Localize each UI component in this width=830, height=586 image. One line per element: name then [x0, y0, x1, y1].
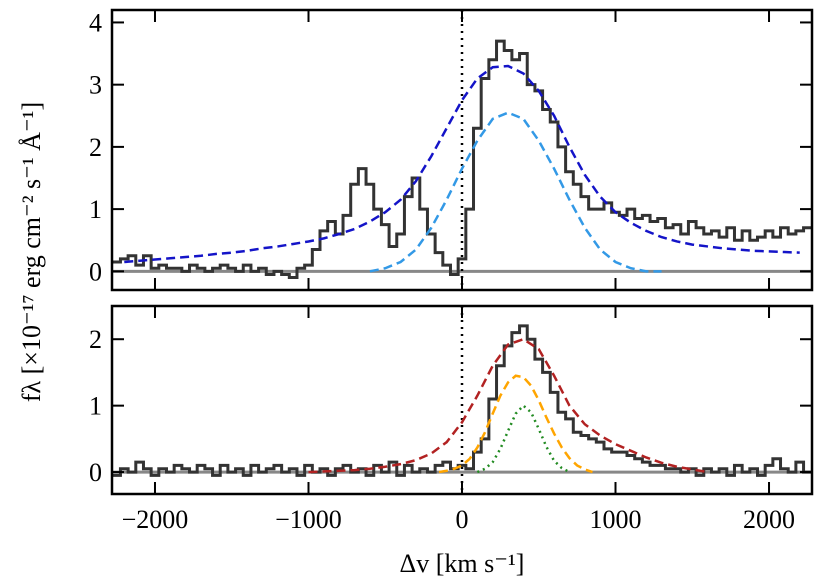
spectrum: [112, 39, 812, 280]
y-tick-label: 4: [89, 8, 102, 37]
model-curve: [124, 64, 800, 264]
y-tick-label: 0: [89, 458, 102, 487]
y-tick-label: 3: [89, 71, 102, 100]
y-axis-label: fλ [×10⁻¹⁷ erg cm⁻² s⁻¹ Å⁻¹]: [17, 102, 46, 402]
y-tick-label: 0: [89, 257, 102, 286]
x-tick-label: −2000: [122, 505, 189, 534]
x-tick-label: 1000: [590, 505, 642, 534]
model-curve: [476, 403, 571, 474]
x-axis-label: Δv [km s⁻¹]: [400, 549, 525, 578]
y-tick-label: 2: [89, 325, 102, 354]
axes-frame: [110, 304, 814, 496]
y-tick-label: 2: [89, 133, 102, 162]
axes-frame: [110, 8, 814, 292]
x-tick-label: 0: [456, 505, 469, 534]
model-curve: [438, 374, 593, 474]
model-curve: [369, 111, 662, 273]
y-tick-label: 1: [89, 392, 102, 421]
y-tick-label: 1: [89, 195, 102, 224]
x-tick-label: 2000: [743, 505, 795, 534]
model-curve: [308, 337, 708, 474]
x-tick-label: −1000: [275, 505, 342, 534]
